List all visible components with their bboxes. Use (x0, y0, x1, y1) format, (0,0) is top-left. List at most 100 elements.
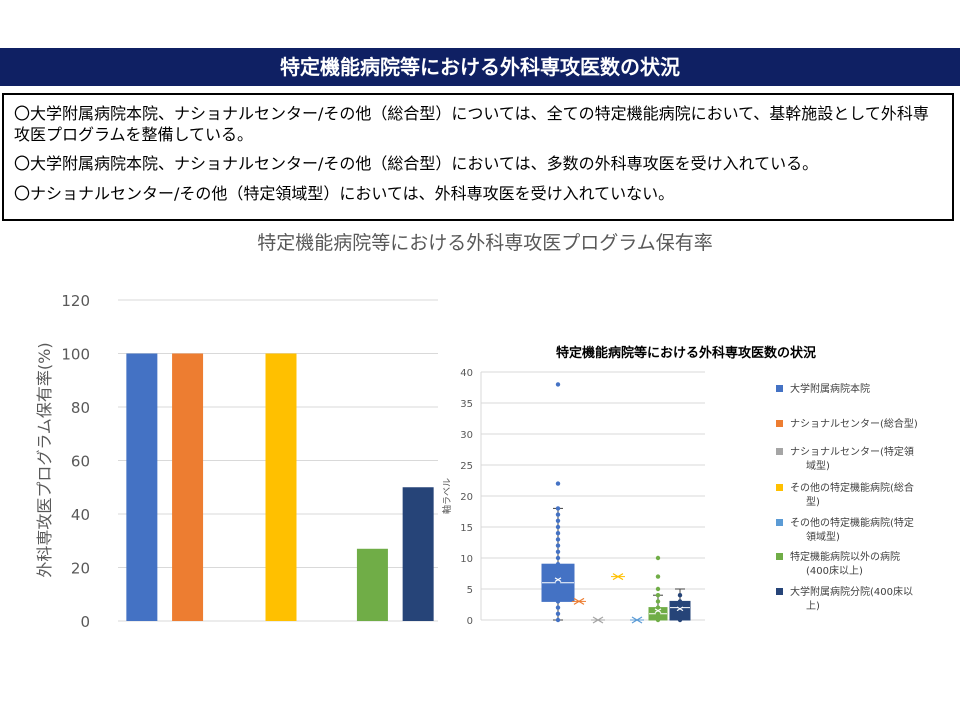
y-tick-label: 20 (460, 492, 473, 503)
mean-marker (612, 573, 624, 581)
box-series-3 (591, 616, 605, 624)
data-point (555, 382, 561, 387)
data-point (555, 481, 561, 486)
y-tick-label: 100 (61, 346, 90, 364)
y-axis-label: 外科専攻医プログラム保有率(%) (35, 342, 54, 577)
legend-item-2: ナショナルセンター(総合型) (776, 417, 918, 430)
box-series-2 (572, 597, 586, 605)
data-point (555, 531, 561, 536)
box (541, 563, 575, 602)
legend-item-1: 大学附属病院本院 (776, 382, 870, 395)
page-title: 特定機能病院等における外科専攻医数の状況 (0, 48, 960, 86)
summary-line-2: 〇大学附属病院本院、ナショナルセンター/その他（総合型）においては、多数の外科専… (14, 154, 819, 173)
y-tick-label: 20 (71, 560, 90, 578)
data-point (677, 593, 683, 598)
data-point (555, 574, 561, 579)
bar-7 (402, 487, 434, 621)
mean-marker (654, 608, 662, 614)
legend-label: その他の特定機能病院(特定領域型) (790, 516, 914, 543)
legend-item-7: 大学附属病院分院(400床以上) (776, 585, 913, 612)
legend-swatch (776, 484, 783, 491)
legend-swatch (776, 553, 783, 560)
mean-marker (612, 573, 624, 581)
bar-6 (356, 548, 388, 621)
mean-marker (554, 577, 562, 583)
box-series-5 (630, 616, 644, 624)
y-tick-label: 80 (71, 399, 90, 417)
data-point (555, 593, 561, 598)
mean-marker (573, 597, 585, 605)
data-point (555, 568, 561, 573)
y-tick-label: 5 (467, 585, 473, 596)
mean-marker (676, 606, 684, 612)
legend-item-5: その他の特定機能病院(特定領域型) (776, 516, 914, 543)
legend-swatch (776, 420, 783, 427)
data-point (655, 555, 661, 561)
mean-marker (654, 608, 662, 614)
y-tick-label: 10 (460, 554, 473, 565)
legend-label: ナショナルセンター(特定領域型) (790, 445, 914, 472)
legend-swatch (776, 588, 783, 595)
data-point (555, 543, 561, 548)
mean-marker (573, 597, 585, 605)
data-point (555, 580, 561, 585)
y-tick-label: 30 (460, 430, 473, 441)
box (648, 607, 668, 621)
box-series-1 (541, 382, 575, 623)
mean-marker (676, 606, 684, 612)
data-point (555, 506, 561, 511)
legend-item-6: 特定機能病院以外の病院(400床以上) (776, 550, 900, 577)
data-point (555, 549, 561, 554)
legend-label: その他の特定機能病院(総合型) (790, 481, 914, 508)
summary-line-3: 〇ナショナルセンター/その他（特定領域型）においては、外科専攻医を受け入れていな… (14, 184, 675, 203)
y-tick-label: 40 (71, 506, 90, 524)
legend-swatch (776, 519, 783, 526)
data-point (655, 593, 661, 598)
data-point (555, 555, 561, 561)
legend-label: ナショナルセンター(総合型) (790, 417, 918, 430)
y-tick-label: 120 (61, 292, 90, 310)
legend-item-3: ナショナルセンター(特定領域型) (776, 445, 914, 472)
data-point (655, 599, 661, 604)
bar-chart-title: 特定機能病院等における外科専攻医プログラム保有率 (257, 232, 713, 254)
y-tick-label: 60 (71, 453, 90, 471)
mean-marker (554, 577, 562, 583)
summary-box: 〇大学附属病院本院、ナショナルセンター/その他（総合型）については、全ての特定機… (2, 93, 954, 221)
y-tick-label: 40 (460, 368, 473, 379)
data-point (555, 562, 561, 567)
data-point (655, 617, 661, 623)
y-tick-label: 25 (460, 461, 473, 472)
data-point (555, 617, 561, 623)
data-point (677, 599, 683, 604)
data-point (677, 611, 683, 616)
legend-swatch (776, 385, 783, 392)
data-point (555, 537, 561, 542)
legend-item-4: その他の特定機能病院(総合型) (776, 481, 914, 508)
legend-swatch (776, 448, 783, 455)
legend-label: 特定機能病院以外の病院(400床以上) (790, 550, 900, 577)
mean-marker (592, 616, 604, 624)
data-point (555, 524, 561, 530)
data-point (555, 611, 561, 616)
y-tick-label: 15 (460, 523, 473, 534)
y-tick-label: 35 (460, 399, 473, 410)
data-point (555, 512, 561, 517)
box-series-4 (611, 573, 625, 581)
bar-1 (126, 353, 158, 621)
data-point (677, 617, 683, 623)
box-series-7 (669, 588, 691, 623)
box-series-6 (648, 555, 668, 623)
y-tick-label: 0 (467, 616, 473, 627)
bar-2 (172, 353, 204, 621)
data-point (555, 599, 561, 604)
box (669, 600, 691, 621)
data-point (677, 605, 683, 610)
data-point (555, 518, 561, 523)
data-point (655, 605, 661, 610)
mean-marker (631, 616, 643, 624)
data-point (655, 611, 661, 616)
data-point (555, 605, 561, 610)
y-axis-label: 軸ラベル (441, 478, 453, 514)
mean-marker (631, 616, 643, 624)
bar-4 (265, 353, 297, 621)
